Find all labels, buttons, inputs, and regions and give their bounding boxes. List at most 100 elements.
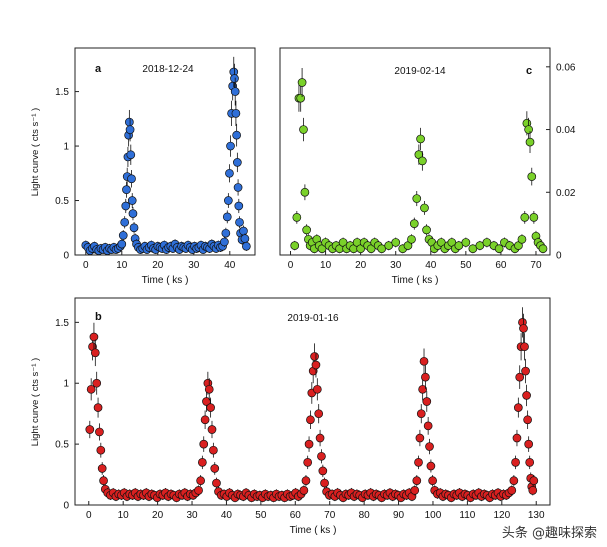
panel-b-xtick-label: 100 [425, 510, 442, 521]
panel-b-xtick-label: 70 [324, 510, 336, 521]
panel-c-ytick-label: 0.02 [556, 188, 576, 199]
panel-b-data-point [320, 478, 329, 488]
panel-c-xtick-label: 40 [425, 260, 437, 271]
panel-b-xtick-label: 0 [86, 510, 92, 521]
panel-c-data-point [416, 134, 425, 144]
panel-a-xtick-label: 0 [83, 260, 89, 271]
panel-a-chart: 0 10 20 30 40 0 0.5 1 1.5 a 2018-12-24 Time ( ks… [30, 47, 256, 286]
panel-b-data-point [299, 486, 309, 495]
panel-b-data-point [416, 409, 426, 419]
panel-b-data-point [414, 458, 423, 467]
panel-b-xlabel: Time ( ks ) [290, 525, 337, 536]
panel-c-xlabel: Time ( ks ) [392, 275, 439, 286]
panel-b-data-point [301, 476, 311, 485]
panel-c-data-point [302, 225, 311, 235]
panel-b-data-point [311, 360, 321, 370]
panel-b-data-point [423, 421, 433, 431]
panel-b-data-point [314, 409, 324, 419]
panel-c-data-point [299, 125, 308, 134]
panel-b-data-point [306, 415, 315, 425]
panel-b-xtick-label: 30 [186, 510, 198, 521]
panel-a-data-point [125, 117, 134, 127]
panel-b-data-point [422, 397, 432, 406]
panel-b-data-point [210, 464, 220, 473]
panel-b-data-point [97, 464, 107, 473]
panel-a-data-point [233, 158, 242, 167]
panel-a-data-point [120, 217, 130, 227]
panel-a-data-point [242, 241, 251, 251]
panel-c-data-point [297, 78, 307, 87]
panel-a-xlabel: Time ( ks ) [142, 275, 189, 286]
panel-c-data-point [525, 137, 535, 147]
panel-b-data-point [96, 445, 106, 455]
panel-c-data-point [290, 241, 300, 250]
panel-c-data-point [520, 213, 530, 222]
panel-b-data-point [92, 378, 102, 388]
panel-c-data-point [407, 234, 416, 244]
panel-b-data-point [513, 403, 523, 412]
panel-a-data-point [240, 234, 250, 244]
panel-a-ytick-label: 0 [63, 251, 69, 262]
panel-a-data-point [127, 196, 137, 205]
panel-b-data-point [421, 372, 430, 382]
panel-c-data-point [422, 225, 431, 235]
panel-a-data-point [230, 74, 239, 83]
panel-b-data-point [519, 324, 528, 333]
panel-b-data-point [194, 486, 203, 495]
panel-c-data-point [412, 194, 422, 203]
panel-b-data-point [419, 356, 429, 366]
panel-a-data-point [224, 196, 233, 205]
panel-a-data-point [117, 239, 127, 249]
panel-c-chart: 0 10 20 30 40 50 60 70 0 0.02 0.04 0.06 c 2019-02-1… [279, 47, 576, 286]
panel-b-data-point [418, 384, 427, 394]
panel-a-xtick-label: 20 [152, 260, 164, 271]
panel-b-xtick-label: 80 [359, 510, 371, 521]
panel-a-xtick-label: 30 [188, 260, 200, 271]
panel-b-xtick-label: 120 [493, 510, 510, 521]
panel-a-frame [74, 47, 256, 256]
panel-a-ytick-label: 1 [63, 142, 69, 153]
panel-b-data-point [520, 342, 529, 352]
panel-c-xtick-label: 50 [460, 260, 472, 271]
panel-b-points [85, 307, 539, 503]
panel-b-data-point [515, 372, 525, 382]
panel-b-data-point [525, 458, 535, 467]
panel-a-data-point [226, 141, 235, 151]
panel-b-data-point [206, 403, 215, 412]
panel-c-xtick-label: 60 [495, 260, 507, 271]
panel-c-data-point [538, 244, 548, 254]
panel-b-xtick-label: 110 [459, 510, 475, 521]
panel-b-data-point [95, 427, 104, 437]
panel-a-data-point [118, 231, 128, 240]
panel-b-date: 2019-01-16 [287, 313, 339, 324]
panel-a-data-point [129, 223, 139, 233]
panel-a-date: 2018-12-24 [142, 64, 194, 75]
panel-b-data-point [318, 466, 328, 476]
panel-c-date: 2019-02-14 [394, 66, 446, 77]
panel-b-xtick-label: 20 [152, 510, 164, 521]
panel-b-data-point [528, 486, 538, 495]
panel-b-data-point [523, 415, 532, 425]
panel-c-data-point [494, 244, 504, 254]
panel-b-data-point [199, 439, 209, 449]
panel-c-data-point [292, 213, 302, 222]
panel-c-data-point [418, 156, 427, 166]
panel-b-xtick-label: 40 [221, 510, 233, 521]
panel-a-data-point [225, 168, 234, 178]
panel-c-frame [279, 47, 551, 256]
panel-b-frame [74, 297, 551, 506]
panel-a-data-point [235, 217, 244, 227]
panel-a-data-point [222, 212, 232, 222]
panel-b-data-point [200, 415, 210, 425]
panel-a-ytick-label: 0.5 [55, 196, 69, 207]
panel-c-xtick-label: 70 [530, 260, 542, 271]
panel-c-data-point [420, 203, 429, 213]
panel-c-xtick-label: 30 [390, 260, 402, 271]
panel-b-ytick-label: 0 [63, 501, 69, 512]
panel-a-data-point [220, 237, 229, 247]
panel-b-data-point [507, 486, 517, 495]
panel-b-data-point [509, 476, 519, 485]
panel-c-ytick-label: 0.06 [556, 62, 576, 73]
panel-b-data-point [310, 352, 319, 361]
panel-c-points [290, 68, 548, 254]
